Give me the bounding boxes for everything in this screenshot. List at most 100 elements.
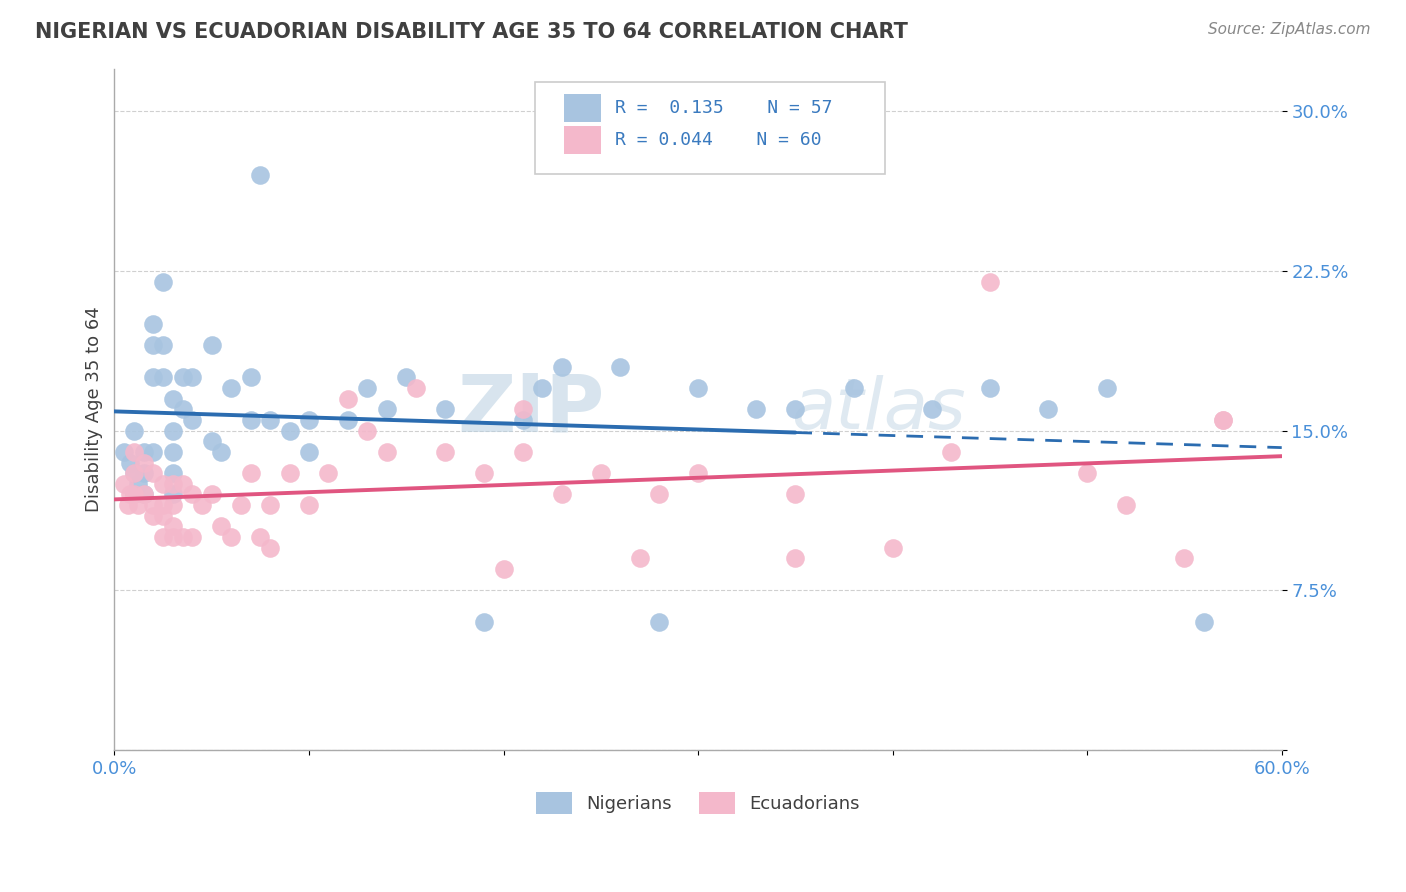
Point	[492, 562, 515, 576]
Point	[172, 402, 194, 417]
Point	[122, 466, 145, 480]
Point	[239, 466, 262, 480]
Point	[249, 168, 271, 182]
Point	[1095, 381, 1118, 395]
Point	[1115, 498, 1137, 512]
Point	[551, 359, 574, 374]
Point	[589, 466, 612, 480]
Point	[142, 508, 165, 523]
Point	[259, 413, 281, 427]
Point	[181, 413, 204, 427]
Legend: Nigerians, Ecuadorians: Nigerians, Ecuadorians	[527, 783, 869, 822]
Point	[278, 424, 301, 438]
Point	[336, 413, 359, 427]
FancyBboxPatch shape	[534, 82, 884, 174]
Point	[162, 392, 184, 406]
Point	[375, 445, 398, 459]
Point	[375, 402, 398, 417]
Point	[1076, 466, 1098, 480]
Point	[122, 445, 145, 459]
Point	[512, 402, 534, 417]
Point	[152, 508, 174, 523]
Point	[122, 424, 145, 438]
Point	[162, 487, 184, 501]
Point	[512, 413, 534, 427]
Point	[648, 615, 671, 630]
Point	[1173, 551, 1195, 566]
Point	[395, 370, 418, 384]
Point	[434, 445, 457, 459]
Point	[551, 487, 574, 501]
Point	[162, 466, 184, 480]
Point	[142, 370, 165, 384]
Point	[162, 445, 184, 459]
Point	[162, 424, 184, 438]
Bar	[564, 126, 602, 154]
Point	[356, 381, 378, 395]
Point	[609, 359, 631, 374]
Point	[142, 445, 165, 459]
Point	[201, 338, 224, 352]
Point	[921, 402, 943, 417]
Point	[298, 498, 321, 512]
Point	[181, 370, 204, 384]
Point	[1038, 402, 1060, 417]
Point	[979, 275, 1001, 289]
Point	[162, 498, 184, 512]
Point	[336, 392, 359, 406]
Point	[201, 487, 224, 501]
Point	[152, 498, 174, 512]
Point	[132, 445, 155, 459]
Point	[745, 402, 768, 417]
Point	[127, 476, 149, 491]
Point	[112, 445, 135, 459]
Point	[405, 381, 427, 395]
Point	[132, 466, 155, 480]
Point	[162, 519, 184, 533]
Point	[132, 456, 155, 470]
Point	[356, 424, 378, 438]
Point	[142, 466, 165, 480]
Point	[1192, 615, 1215, 630]
Text: atlas: atlas	[792, 375, 966, 444]
Point	[209, 519, 232, 533]
Point	[259, 541, 281, 555]
Text: R = 0.044    N = 60: R = 0.044 N = 60	[616, 131, 823, 149]
Point	[939, 445, 962, 459]
Text: Source: ZipAtlas.com: Source: ZipAtlas.com	[1208, 22, 1371, 37]
Point	[181, 487, 204, 501]
Point	[434, 402, 457, 417]
Point	[201, 434, 224, 449]
Point	[785, 551, 807, 566]
Point	[122, 466, 145, 480]
Point	[132, 487, 155, 501]
Point	[472, 466, 495, 480]
Point	[882, 541, 904, 555]
Point	[259, 498, 281, 512]
Point	[219, 381, 242, 395]
Point	[249, 530, 271, 544]
Text: R =  0.135    N = 57: R = 0.135 N = 57	[616, 99, 832, 117]
Point	[1212, 413, 1234, 427]
Point	[278, 466, 301, 480]
Point	[785, 402, 807, 417]
Point	[298, 413, 321, 427]
Point	[842, 381, 865, 395]
Y-axis label: Disability Age 35 to 64: Disability Age 35 to 64	[86, 307, 103, 512]
Point	[472, 615, 495, 630]
Point	[142, 338, 165, 352]
Point	[298, 445, 321, 459]
Point	[172, 476, 194, 491]
Point	[152, 275, 174, 289]
Bar	[564, 94, 602, 122]
Point	[152, 476, 174, 491]
Point	[117, 498, 139, 512]
Point	[979, 381, 1001, 395]
Point	[229, 498, 252, 512]
Point	[191, 498, 214, 512]
Point	[152, 370, 174, 384]
Text: ZIP: ZIP	[457, 370, 605, 449]
Point	[118, 456, 141, 470]
Point	[132, 487, 155, 501]
Point	[162, 530, 184, 544]
